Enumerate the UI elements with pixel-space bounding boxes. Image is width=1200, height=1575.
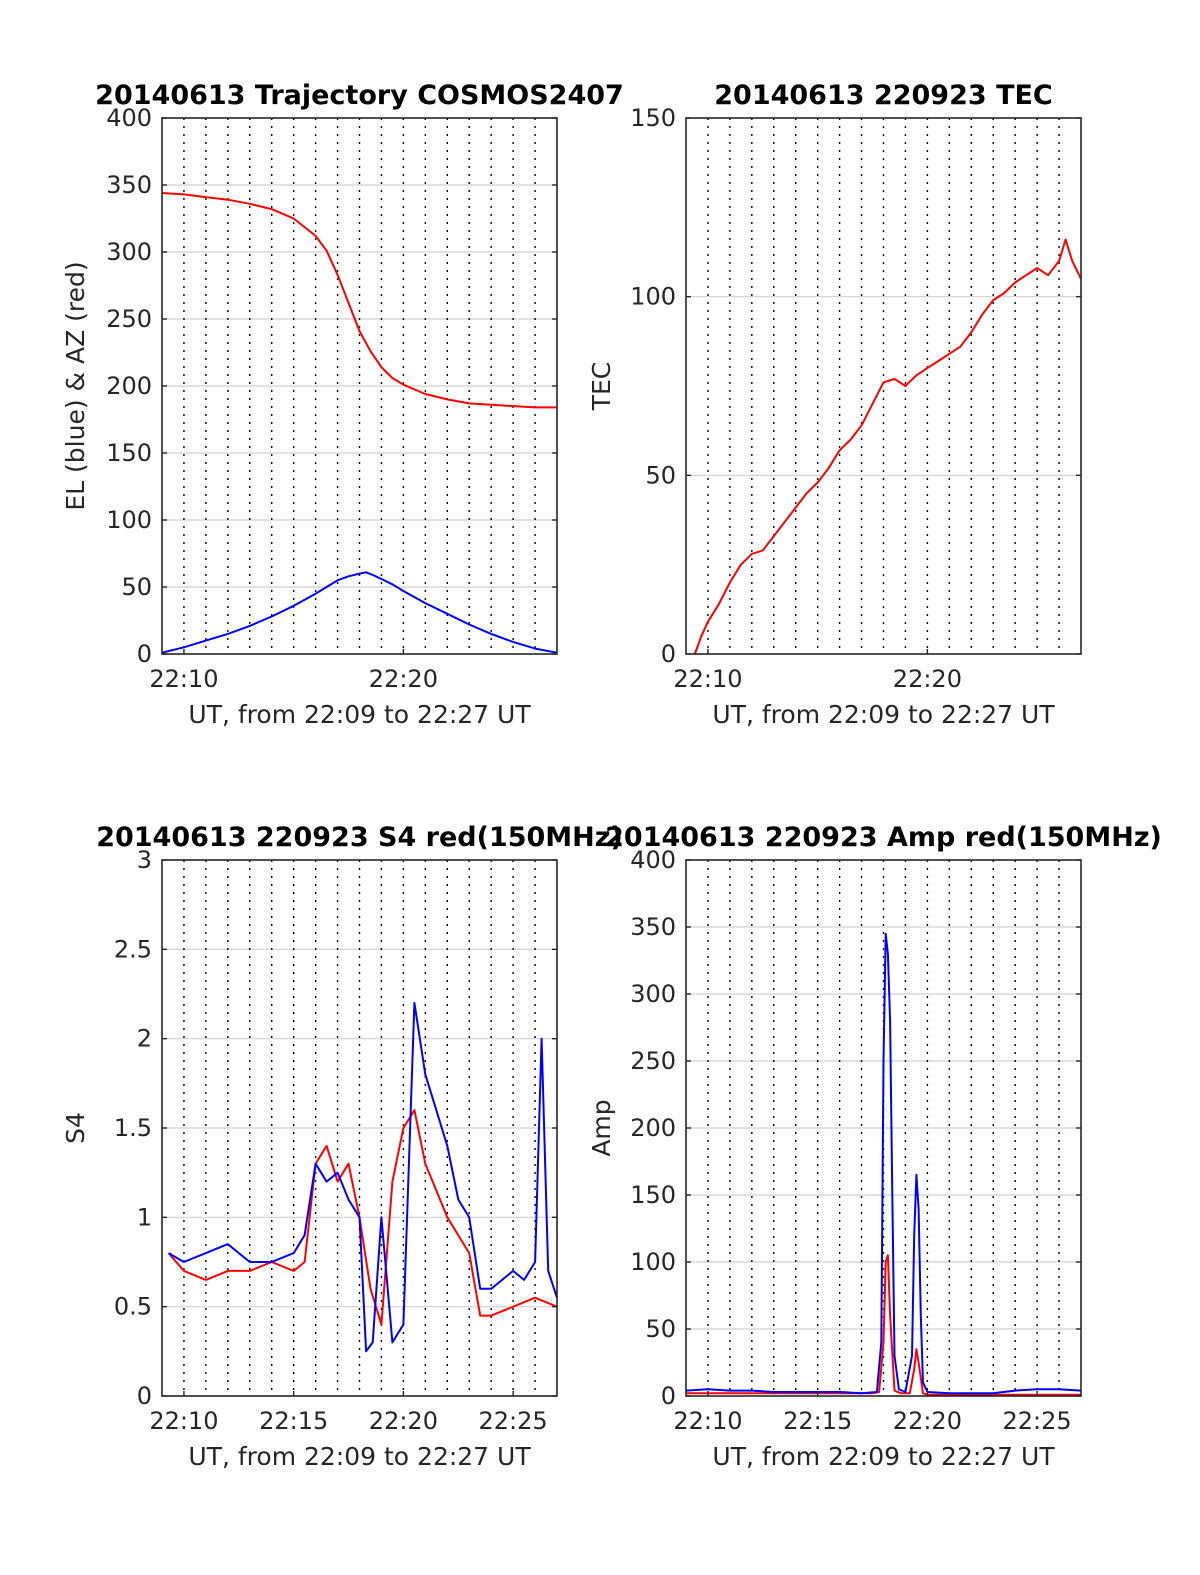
y-tick-label: 0 [137,1382,152,1410]
y-tick-label: 250 [106,305,152,333]
y-tick-label: 150 [630,104,676,132]
y-tick-label: 1.5 [114,1114,152,1142]
y-tick-label: 350 [630,913,676,941]
y-tick-label: 50 [121,573,152,601]
series-line-1 [693,238,1082,655]
chart-panel-1: 0 50 100 150 200 250 300 350 400 22:10 22:20 201406… [61,80,624,729]
y-tick-label: 0 [137,640,152,668]
chart-title: 20140613 220923 Amp red(150MHz) [605,822,1162,853]
x-tick-label: 22:10 [149,665,218,693]
x-tick-label: 22:20 [369,1407,438,1435]
series-line-2 [685,932,1082,1395]
x-tick-label: 22:20 [369,665,438,693]
y-tick-label: 0 [661,1382,676,1410]
chart-panel-4: 0 50 100 150 200 250 300 350 400 22:10 22:15 22:20 2… [587,822,1162,1471]
x-axis-label: UT, from 22:09 to 22:27 UT [188,700,531,729]
x-tick-label: 22:15 [783,1407,852,1435]
y-tick-label: 100 [106,506,152,534]
x-tick-label: 22:10 [149,1407,218,1435]
y-axis-label: S4 [61,1112,90,1144]
y-tick-label: 200 [106,372,152,400]
y-tick-label: 2.5 [114,935,152,963]
y-tick-label: 400 [106,104,152,132]
chart-title: 20140613 Trajectory COSMOS2407 [95,80,624,111]
y-tick-label: 200 [630,1114,676,1142]
y-tick-label: 3 [137,846,152,874]
y-tick-label: 300 [106,238,152,266]
y-tick-label: 50 [645,461,676,489]
x-axis-label: UT, from 22:09 to 22:27 UT [712,1442,1055,1471]
y-tick-label: 300 [630,980,676,1008]
series-line-2 [168,1001,558,1353]
y-tick-label: 1 [137,1203,152,1231]
x-axis-label: UT, from 22:09 to 22:27 UT [712,700,1055,729]
y-tick-label: 0.5 [114,1293,152,1321]
y-tick-label: 150 [106,439,152,467]
series-line-1 [161,192,557,409]
chart-panel-3: 0 0.5 1 1.5 2 2.5 3 22:10 22:15 22:20 22:25 2014061… [61,822,623,1471]
y-axis-label: TEC [587,362,616,412]
y-tick-label: 100 [630,283,676,311]
y-tick-label: 100 [630,1248,676,1276]
chart-panel-2: 0 50 100 150 22:10 22:20 20140613 220923 TEC UT… [587,80,1082,729]
y-tick-label: 0 [661,640,676,668]
x-tick-label: 22:10 [673,665,742,693]
y-axis-label: EL (blue) & AZ (red) [61,261,90,510]
x-tick-label: 22:15 [259,1407,328,1435]
x-tick-label: 22:20 [893,665,962,693]
y-tick-label: 150 [630,1181,676,1209]
series-line-1 [686,1254,1081,1396]
x-tick-label: 22:20 [893,1407,962,1435]
chart-title: 20140613 220923 TEC [714,80,1053,111]
series-line-1 [167,1109,558,1326]
y-tick-label: 250 [630,1047,676,1075]
chart-title: 20140613 220923 S4 red(150MHz) [96,822,623,853]
axes-box [685,117,1082,655]
x-tick-label: 22:25 [1003,1407,1072,1435]
y-tick-label: 50 [645,1315,676,1343]
y-tick-label: 2 [137,1025,152,1053]
series-line-2 [161,571,558,654]
x-tick-label: 22:25 [479,1407,548,1435]
y-tick-label: 400 [630,846,676,874]
y-axis-label: Amp [587,1099,616,1156]
x-tick-label: 22:10 [673,1407,742,1435]
x-axis-label: UT, from 22:09 to 22:27 UT [188,1442,531,1471]
y-tick-label: 350 [106,171,152,199]
